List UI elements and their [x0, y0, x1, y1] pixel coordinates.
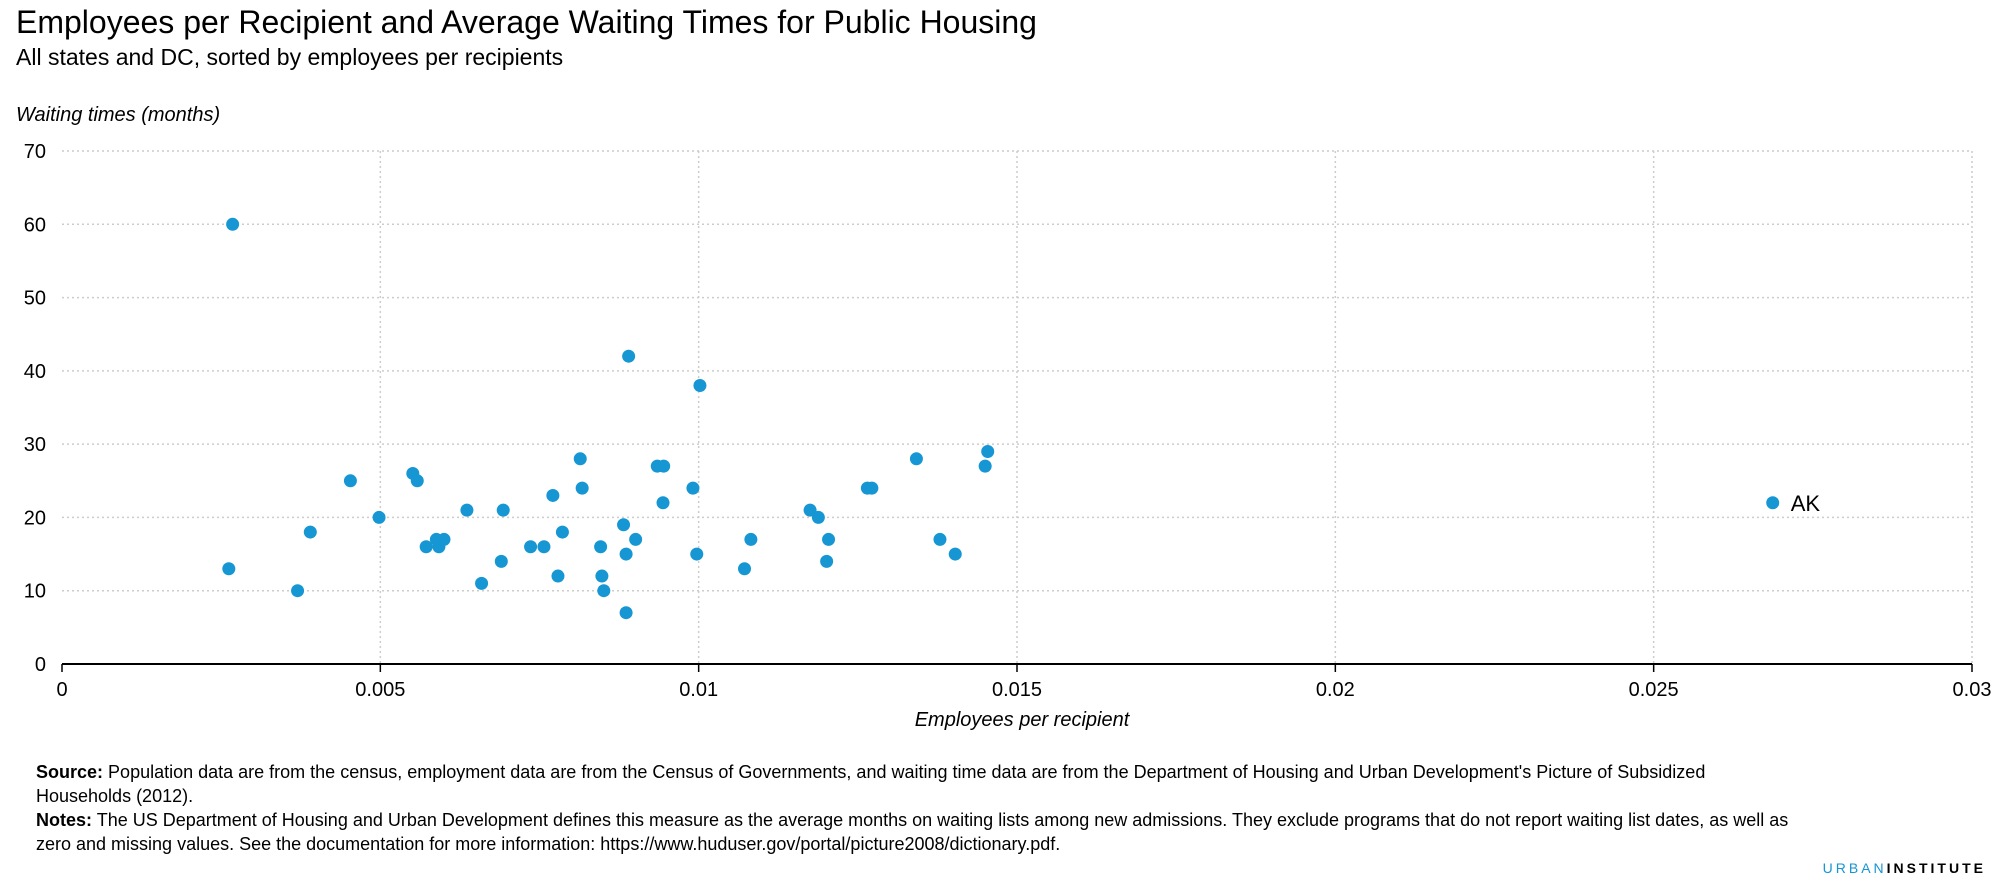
data-point [595, 569, 609, 583]
source-note: Source: Population data are from the cen… [36, 760, 1796, 808]
brand-part2: INSTITUTE [1886, 860, 1986, 876]
y-tick-label: 70 [24, 141, 46, 163]
data-point [437, 532, 451, 546]
data-point [811, 510, 825, 524]
data-point [690, 547, 704, 561]
source-label: Source: [36, 762, 104, 782]
y-tick-label: 40 [24, 361, 46, 383]
data-point [419, 540, 433, 554]
notes-block: Source: Population data are from the cen… [36, 760, 1796, 856]
data-point [909, 452, 923, 466]
x-tick-label: 0.01 [679, 679, 718, 701]
data-point [948, 547, 962, 561]
data-point [822, 532, 836, 546]
x-tick-label: 0.02 [1316, 679, 1355, 701]
data-point [656, 496, 670, 510]
data-point [594, 540, 608, 554]
data-point [865, 481, 879, 495]
source-text: Population data are from the census, emp… [36, 762, 1706, 806]
data-point [460, 503, 474, 517]
chart-subtitle: All states and DC, sorted by employees p… [16, 44, 564, 70]
data-point [524, 540, 538, 554]
data-point [410, 474, 424, 488]
x-tick-label: 0.015 [992, 679, 1042, 701]
data-point [622, 349, 636, 363]
data-point [617, 518, 631, 532]
x-tick-label: 0.025 [1629, 679, 1679, 701]
scatter-plot: 0 10 20 30 40 50 60 70 0 0.005 0.01 0.015 0.02 0.025 0… [24, 141, 1992, 731]
data-point [546, 488, 560, 502]
data-point [744, 532, 758, 546]
x-tick-label: 0.03 [1953, 679, 1992, 701]
notes-text: The US Department of Housing and Urban D… [36, 810, 1789, 854]
data-point [978, 459, 992, 473]
data-point [537, 540, 551, 554]
urban-institute-logo: URBANINSTITUTE [1823, 860, 1986, 876]
data-point [303, 525, 317, 539]
chart-title: Employees per Recipient and Average Wait… [16, 4, 1037, 40]
x-axis-label: Employees per recipient [915, 709, 1131, 731]
data-point [226, 217, 240, 231]
data-point [573, 452, 587, 466]
point-label: AK [1791, 491, 1821, 516]
data-point [981, 444, 995, 458]
data-point [222, 562, 236, 576]
data-point [629, 532, 643, 546]
data-point [693, 379, 707, 393]
y-tick-label: 20 [24, 507, 46, 529]
brand-part1: URBAN [1822, 860, 1887, 876]
x-tick-label: 0 [56, 679, 67, 701]
data-point [597, 584, 611, 598]
data-point [1766, 496, 1780, 510]
data-point [551, 569, 565, 583]
data-point [343, 474, 357, 488]
y-tick-label: 10 [24, 581, 46, 603]
data-point [619, 547, 633, 561]
y-tick-label: 60 [24, 214, 46, 236]
data-point [686, 481, 700, 495]
data-point [496, 503, 510, 517]
data-point [820, 554, 834, 568]
y-tick-label: 0 [35, 654, 46, 676]
data-point [494, 554, 508, 568]
data-point [555, 525, 569, 539]
data-point [475, 576, 489, 590]
y-axis-label: Waiting times (months) [16, 104, 221, 126]
y-tick-label: 50 [24, 288, 46, 310]
x-tick-label: 0.005 [355, 679, 405, 701]
data-point [291, 584, 305, 598]
data-point [657, 459, 671, 473]
data-point [372, 510, 386, 524]
data-point [619, 606, 633, 620]
data-point [738, 562, 752, 576]
data-point [933, 532, 947, 546]
notes-label: Notes: [36, 810, 93, 830]
y-tick-label: 30 [24, 434, 46, 456]
notes-note: Notes: The US Department of Housing and … [36, 808, 1796, 856]
data-point [575, 481, 589, 495]
